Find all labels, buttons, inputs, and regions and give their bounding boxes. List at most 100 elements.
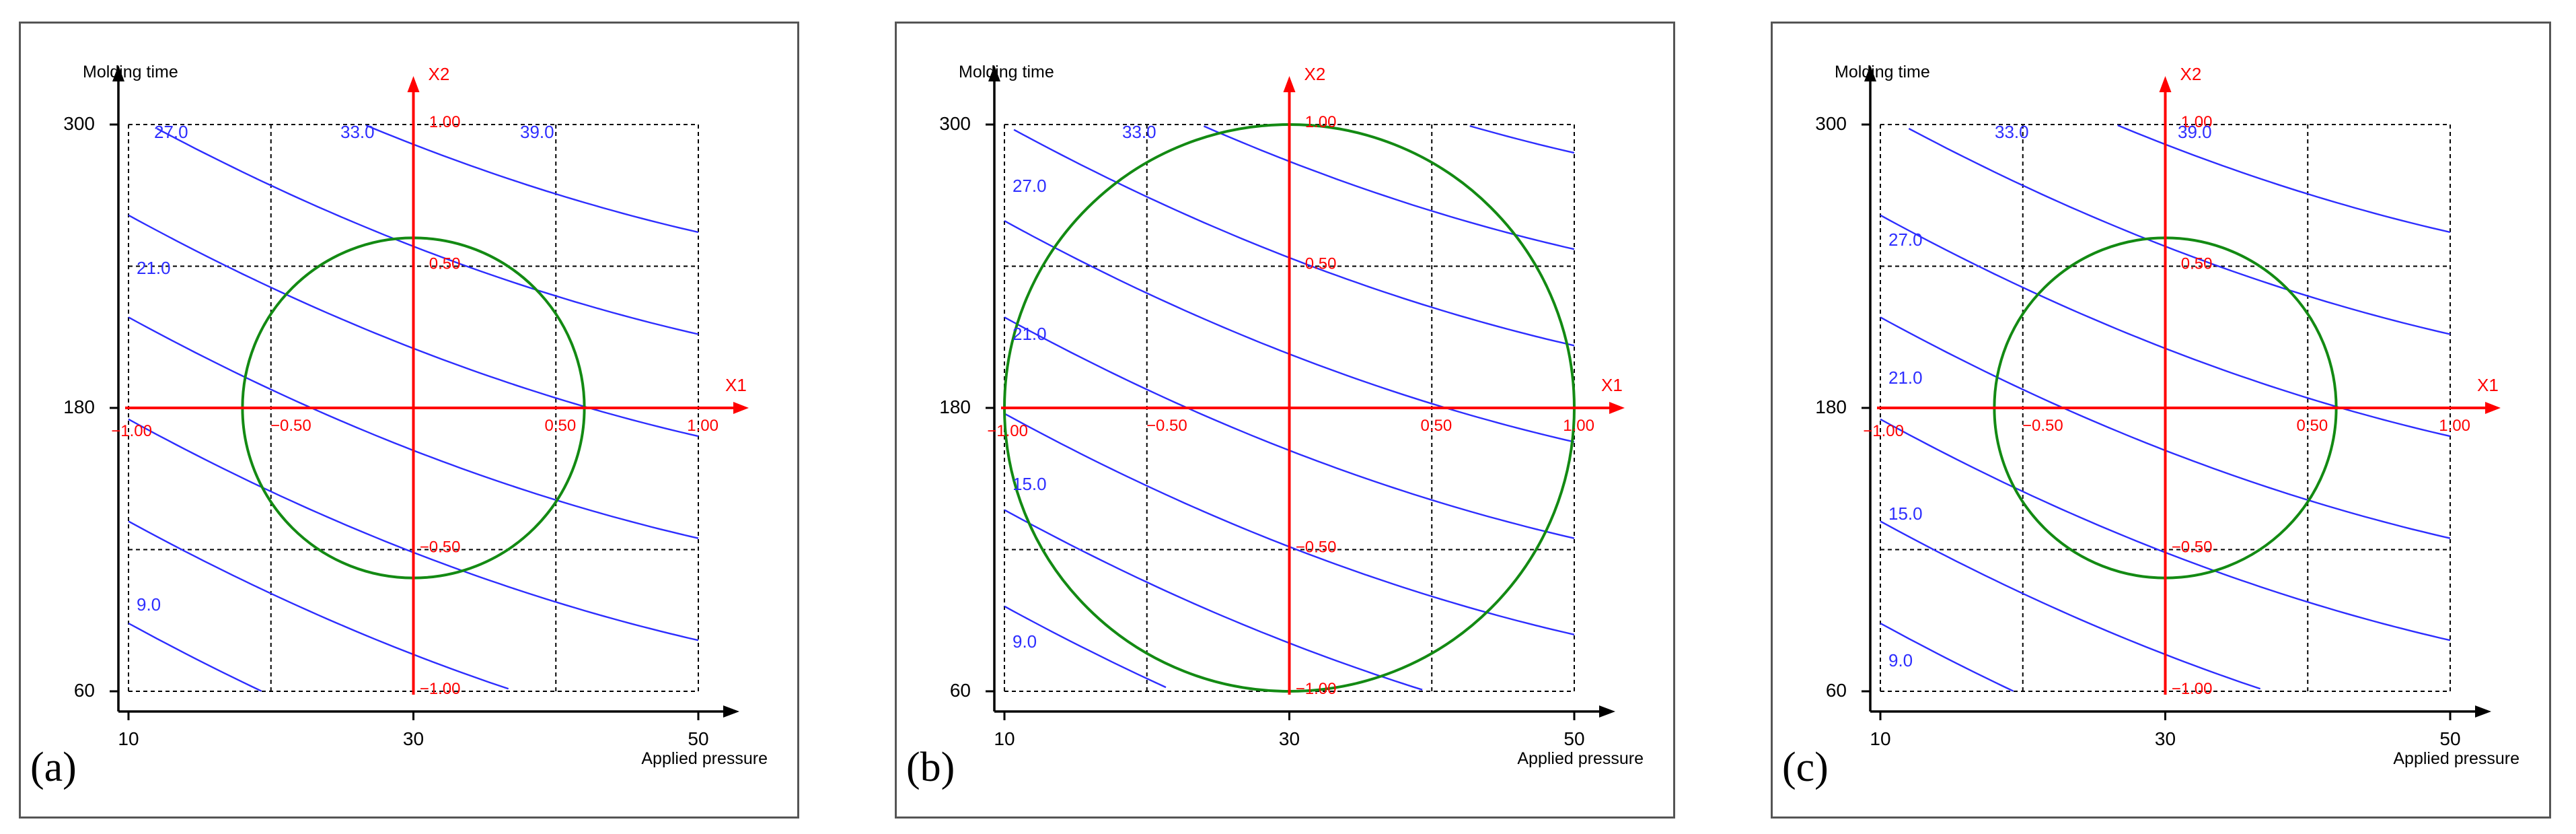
contour-line	[156, 127, 699, 335]
contour-value-label: 33.0	[1122, 122, 1156, 142]
contour-line	[1013, 129, 1575, 347]
contour-value-label: 9.0	[137, 594, 161, 615]
coded-x2-tick-label: 0.50	[1305, 255, 1337, 273]
frame-axes	[110, 65, 739, 720]
coded-x2-label: X2	[1304, 64, 1326, 84]
x-tick-label: 50	[1563, 728, 1584, 749]
x-tick-label: 10	[118, 728, 139, 749]
coded-x1-arrow	[2485, 402, 2501, 414]
panel-label: (a)	[30, 744, 77, 790]
coded-x2-tick-label: −0.50	[420, 538, 461, 557]
coded-x1-tick-label: 1.00	[2439, 417, 2470, 435]
coded-x1-tick-label: −1.00	[111, 422, 152, 440]
x-axis-arrow	[2475, 705, 2491, 718]
coded-x2-tick-label: −1.00	[420, 680, 461, 698]
coded-axes	[125, 76, 749, 695]
coded-x1-tick-label: 0.50	[1421, 417, 1452, 435]
coded-x1-arrow	[1609, 402, 1625, 414]
coded-axes	[1001, 76, 1625, 695]
coded-x1-tick-label: −0.50	[1146, 417, 1187, 435]
contour-value-label: 21.0	[137, 258, 171, 278]
x-axis-arrow	[1599, 705, 1615, 718]
contour-line	[365, 125, 699, 234]
chart-panel-b: Molding time Applied pressure 300 180 60 10 30…	[895, 22, 1675, 819]
coded-x2-tick-label: −0.50	[2172, 538, 2213, 557]
y-tick-label: 60	[74, 680, 95, 701]
contour-value-label: 27.0	[1013, 176, 1047, 196]
contour-value-label: 15.0	[1013, 474, 1047, 494]
y-tick-label: 180	[939, 396, 971, 417]
contour-line	[128, 520, 509, 690]
contour-value-label: 33.0	[1995, 122, 2029, 142]
contour-value-label: 33.0	[340, 122, 375, 142]
x-tick-label: 30	[1279, 728, 1300, 749]
x-axis-title: Applied pressure	[1517, 749, 1644, 768]
coded-x1-arrow	[733, 402, 749, 414]
y-axis-title: Molding time	[83, 63, 178, 81]
x-tick-label: 50	[2439, 728, 2460, 749]
contour-line	[2117, 125, 2451, 234]
coded-x2-label: X2	[429, 64, 450, 84]
contour-line	[1203, 125, 1575, 250]
panel-label: (b)	[906, 744, 955, 790]
y-axis-arrow	[112, 65, 124, 81]
coded-x2-tick-label: −0.50	[1296, 538, 1337, 557]
y-tick-label: 180	[63, 396, 95, 417]
coded-x1-tick-label: 1.00	[1563, 417, 1594, 435]
contour-value-label: 21.0	[1888, 368, 1923, 388]
coded-x1-tick-label: −0.50	[270, 417, 311, 435]
y-tick-label: 180	[1815, 396, 1847, 417]
x-axis-arrow	[723, 705, 739, 718]
frame-axes	[986, 65, 1615, 720]
x-axis-title: Applied pressure	[2393, 749, 2519, 768]
y-tick-label: 300	[1815, 113, 1847, 134]
frame-axes	[1862, 65, 2491, 720]
contour-value-label: 21.0	[1013, 324, 1047, 344]
contour-value-label: 39.0	[520, 122, 554, 142]
contour-plot: Molding time Applied pressure 300 180 60 10 30…	[30, 63, 768, 790]
contour-value-label: 27.0	[154, 122, 188, 142]
y-tick-label: 300	[63, 113, 95, 134]
coded-x2-arrow	[1283, 76, 1296, 92]
y-tick-label: 60	[950, 680, 971, 701]
y-tick-label: 60	[1826, 680, 1847, 701]
coded-x1-tick-label: 0.50	[545, 417, 577, 435]
coded-x2-arrow	[407, 76, 420, 92]
coded-x1-tick-label: 0.50	[2297, 417, 2328, 435]
coded-x1-label: X1	[2477, 375, 2499, 395]
x-tick-label: 10	[994, 728, 1015, 749]
contour-line	[1880, 622, 2014, 692]
y-axis-arrow	[1864, 65, 1876, 81]
contour-line	[1004, 605, 1167, 689]
coded-x2-tick-label: −1.00	[1296, 680, 1337, 698]
x-tick-label: 10	[1870, 728, 1890, 749]
y-axis-title: Molding time	[1835, 63, 1930, 81]
y-axis-arrow	[988, 65, 1000, 81]
y-axis-title: Molding time	[959, 63, 1054, 81]
coded-x2-arrow	[2159, 76, 2172, 92]
contour-value-label: 9.0	[1013, 631, 1037, 652]
coded-axes	[1877, 76, 2501, 695]
coded-x1-tick-label: −0.50	[2022, 417, 2063, 435]
coded-x2-tick-label: −1.00	[2172, 680, 2213, 698]
contour-value-label: 27.0	[1888, 230, 1923, 250]
coded-x2-label: X2	[2180, 64, 2202, 84]
coded-x2-tick-label: 1.00	[1305, 113, 1337, 131]
x-axis-title: Applied pressure	[641, 749, 768, 768]
chart-panel-c: Molding time Applied pressure 300 180 60 10 30…	[1771, 22, 2551, 819]
x-tick-label: 30	[2155, 728, 2176, 749]
coded-x1-label: X1	[1601, 375, 1623, 395]
contour-value-label: 9.0	[1888, 650, 1913, 670]
contour-plot: Molding time Applied pressure 300 180 60 10 30…	[906, 63, 1644, 790]
coded-x1-tick-label: −1.00	[987, 422, 1028, 440]
y-tick-label: 300	[939, 113, 971, 134]
panel-label: (c)	[1782, 744, 1829, 790]
contour-value-label: 15.0	[1888, 503, 1923, 524]
contour-line	[128, 622, 262, 692]
contour-lines	[1004, 125, 1575, 691]
x-tick-label: 50	[688, 728, 708, 749]
x-tick-label: 30	[403, 728, 424, 749]
coded-x1-label: X1	[725, 375, 747, 395]
coded-x2-tick-label: 1.00	[2181, 113, 2213, 131]
